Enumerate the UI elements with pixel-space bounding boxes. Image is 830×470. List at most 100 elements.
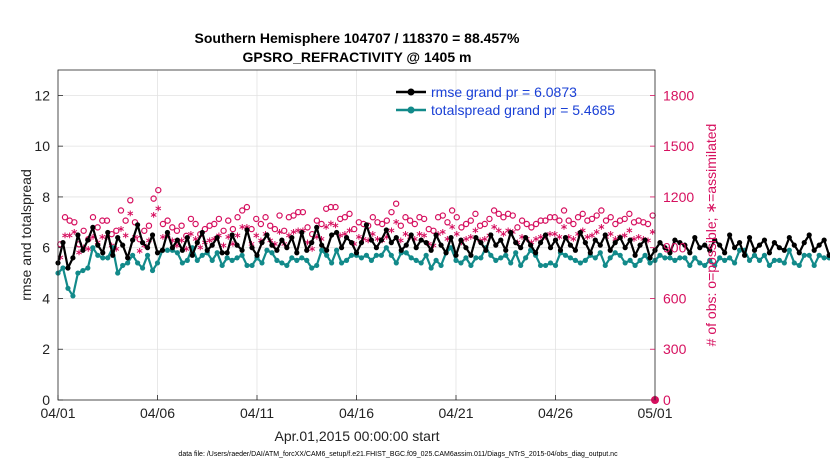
rmse-point [115,234,121,241]
rmse-point [612,240,618,246]
assimilated-obs-marker: * [314,232,321,246]
rmse-point [513,240,519,246]
possible-obs-marker [290,212,297,219]
totalspread-point [478,255,484,261]
assimilated-obs-marker: * [67,231,74,245]
assimilated-obs-marker: * [351,239,358,253]
rmse-point [562,234,569,241]
rmse-point [448,234,454,241]
totalspread-point [184,257,190,263]
assimilated-obs-marker: * [421,231,428,245]
totalspread-point [562,252,569,258]
rmse-point [418,237,424,243]
totalspread-point [746,257,753,263]
totalspread-point [100,255,106,261]
rmse-point [712,237,718,243]
totalspread-point [219,262,225,269]
possible-obs-marker [89,214,97,221]
rmse-point [239,247,245,253]
possible-obs-marker [80,227,87,234]
possible-obs-marker [444,219,451,226]
assimilated-obs-marker: * [608,229,615,243]
rmse-point [234,242,240,248]
assimilated-obs-marker: * [482,234,489,248]
possible-obs-marker [332,203,339,211]
totalspread-point [239,252,245,258]
assimilated-obs-marker: * [183,244,190,258]
possible-obs-marker [369,214,377,221]
rmse-point [592,237,598,243]
totalspread-point [249,262,255,269]
assimilated-obs-marker: * [328,219,335,233]
possible-obs-marker [215,215,223,223]
rmse-point [383,227,389,233]
totalspread-point [438,262,444,269]
possible-obs-marker [406,217,414,224]
rmse-point [751,247,758,253]
assimilated-obs-marker: * [150,210,157,224]
assimilated-obs-marker: * [430,241,437,255]
possible-obs-marker [145,222,153,229]
series-layer: ***** ** ********************** ****** *****… [55,186,830,404]
possible-obs-marker [528,224,535,231]
possible-obs-marker [225,217,232,224]
possible-obs-marker [593,212,600,219]
possible-obs-marker [518,217,526,224]
totalspread-point [294,257,300,263]
possible-obs-marker [565,217,572,224]
totalspread-point [707,257,713,263]
rmse-point [677,240,683,246]
left-y-tick-label: 2 [42,341,50,357]
possible-obs-marker [500,214,507,221]
totalspread-point [493,257,499,263]
assimilated-obs-marker: * [449,222,456,236]
rmse-point [388,240,394,246]
totalspread-point [682,255,688,261]
rmse-point [274,247,280,253]
totalspread-point [234,255,240,261]
rmse-point [209,242,215,248]
totalspread-point [393,260,399,266]
totalspread-point [717,255,723,261]
rmse-point [443,250,449,256]
possible-obs-marker [346,210,353,218]
possible-obs-marker [453,214,460,221]
totalspread-point [373,252,379,258]
totalspread-point [418,260,424,266]
possible-obs-marker [626,210,633,218]
totalspread-point [309,265,315,271]
totalspread-point [85,265,91,271]
rmse-point [314,224,320,230]
assimilated-obs-marker: * [318,234,325,248]
chart-title-line-2: GPSRO_REFRACTIVITY @ 1405 m [243,49,472,65]
rmse-point [199,229,205,236]
totalspread-point [164,247,171,253]
totalspread-point [403,250,409,256]
rmse-point [100,250,106,256]
possible-obs-marker [318,220,325,228]
totalspread-point [468,262,474,269]
rmse-point [65,265,71,271]
assimilated-obs-marker: * [370,229,377,243]
totalspread-point [80,267,86,274]
possible-obs-marker [490,207,498,214]
assimilated-obs-marker: * [393,217,400,231]
data-file-footer: data file: /Users/raeder/DAI/ATM_forcXX/… [178,451,618,458]
totalspread-point [627,257,633,263]
totalspread-point [433,257,439,263]
assimilated-obs-marker: * [76,247,83,261]
rmse-point [368,237,375,243]
assimilated-obs-marker: * [388,225,395,239]
totalspread-point [299,255,305,261]
totalspread-point [577,260,583,266]
rmse-point [702,242,708,248]
rmse-point [736,240,743,246]
totalspread-point [324,252,330,258]
rmse-point [801,240,807,246]
possible-obs-marker [192,220,199,228]
rmse-point [264,232,270,238]
rmse-point [309,240,315,246]
rmse-point [373,245,379,251]
totalspread-point [199,252,205,258]
totalspread-point [229,257,235,263]
